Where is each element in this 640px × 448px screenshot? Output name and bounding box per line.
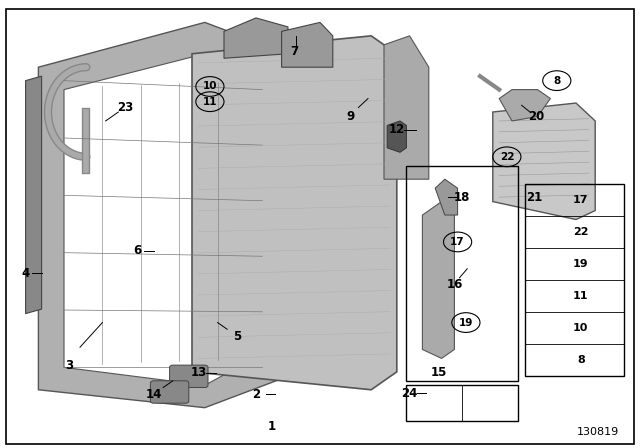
Text: 3: 3 bbox=[65, 358, 73, 372]
Polygon shape bbox=[282, 22, 333, 67]
Polygon shape bbox=[493, 103, 595, 220]
Text: 18: 18 bbox=[454, 190, 470, 204]
Text: 11: 11 bbox=[573, 291, 589, 301]
Text: 8: 8 bbox=[553, 76, 561, 86]
Polygon shape bbox=[26, 76, 42, 314]
Text: 9: 9 bbox=[347, 110, 355, 123]
Text: 10: 10 bbox=[573, 323, 589, 333]
Polygon shape bbox=[435, 179, 458, 215]
Polygon shape bbox=[422, 202, 454, 358]
Text: 7: 7 bbox=[291, 45, 298, 58]
Polygon shape bbox=[384, 36, 429, 179]
Text: 19: 19 bbox=[573, 259, 589, 269]
Text: 20: 20 bbox=[528, 110, 545, 123]
FancyBboxPatch shape bbox=[150, 381, 189, 403]
Text: 21: 21 bbox=[526, 190, 543, 204]
Text: 11: 11 bbox=[203, 97, 217, 107]
Polygon shape bbox=[499, 90, 550, 121]
Text: 1: 1 bbox=[268, 420, 276, 434]
Text: 8: 8 bbox=[577, 355, 585, 365]
Text: 130819: 130819 bbox=[577, 427, 620, 437]
Polygon shape bbox=[38, 22, 288, 408]
Text: 24: 24 bbox=[401, 387, 418, 400]
Text: 22: 22 bbox=[573, 227, 589, 237]
Text: 10: 10 bbox=[203, 82, 217, 91]
Text: 4: 4 bbox=[22, 267, 29, 280]
Polygon shape bbox=[387, 121, 406, 152]
Text: 16: 16 bbox=[446, 278, 463, 291]
Text: 17: 17 bbox=[573, 195, 589, 205]
Polygon shape bbox=[192, 36, 397, 390]
Text: 22: 22 bbox=[500, 152, 514, 162]
Text: 23: 23 bbox=[116, 101, 133, 114]
Text: 17: 17 bbox=[451, 237, 465, 247]
Text: 15: 15 bbox=[430, 366, 447, 379]
Text: 5: 5 bbox=[233, 330, 241, 344]
Text: 2: 2 bbox=[252, 388, 260, 401]
Polygon shape bbox=[224, 18, 288, 58]
Text: 6: 6 bbox=[134, 244, 141, 258]
FancyBboxPatch shape bbox=[170, 365, 208, 388]
Text: 13: 13 bbox=[190, 366, 207, 379]
Text: 12: 12 bbox=[388, 123, 405, 137]
Text: 14: 14 bbox=[145, 388, 162, 401]
Text: 19: 19 bbox=[459, 318, 473, 327]
Polygon shape bbox=[64, 54, 262, 385]
